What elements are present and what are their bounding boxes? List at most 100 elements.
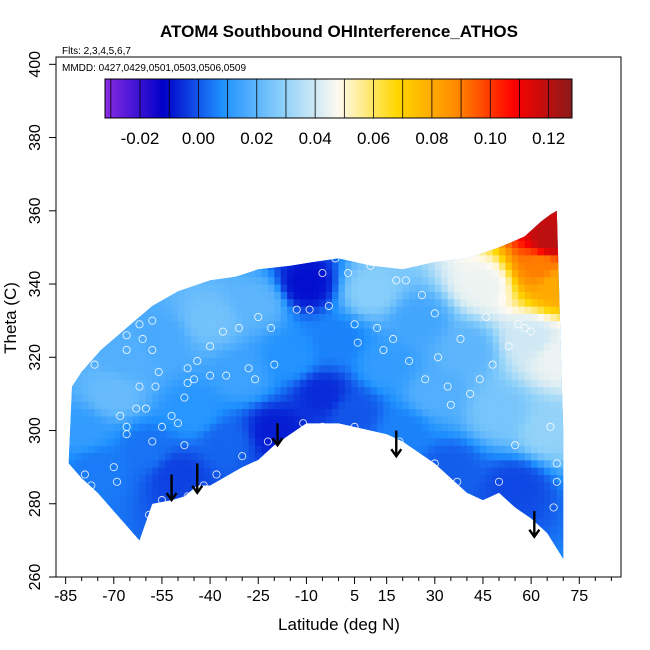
heatmap-cell bbox=[242, 562, 249, 570]
heatmap-cell bbox=[454, 371, 462, 380]
heatmap-cell bbox=[88, 320, 96, 329]
heatmap-cell bbox=[344, 393, 352, 402]
heatmap-cell bbox=[434, 291, 442, 300]
heatmap-cell bbox=[492, 364, 500, 373]
heatmap-cell bbox=[133, 298, 141, 307]
heatmap-cell bbox=[389, 291, 397, 300]
heatmap-cell bbox=[287, 371, 295, 380]
heatmap-cell bbox=[479, 401, 487, 410]
heatmap-cell bbox=[466, 452, 474, 461]
heatmap-cell bbox=[454, 210, 462, 219]
heatmap-cell bbox=[100, 284, 108, 292]
heatmap-cell bbox=[293, 210, 301, 219]
heatmap-cell bbox=[415, 320, 423, 329]
heatmap-cell bbox=[107, 364, 115, 373]
heatmap-cell bbox=[177, 481, 186, 490]
heatmap-cell bbox=[486, 225, 494, 234]
heatmap-cell bbox=[492, 269, 500, 278]
heatmap-cell bbox=[177, 401, 186, 410]
heatmap-cell bbox=[466, 430, 474, 439]
heatmap-cell bbox=[421, 452, 429, 461]
heatmap-cell bbox=[319, 533, 327, 541]
heatmap-cell bbox=[113, 357, 121, 366]
heatmap-cell bbox=[248, 401, 256, 410]
heatmap-cell bbox=[428, 474, 436, 483]
heatmap-cell bbox=[255, 210, 263, 219]
sample-point bbox=[244, 364, 253, 373]
heatmap-cell bbox=[389, 210, 397, 212]
heatmap-cell bbox=[203, 489, 211, 498]
heatmap-cell bbox=[152, 555, 160, 559]
heatmap-cell bbox=[428, 371, 436, 380]
heatmap-cell bbox=[126, 415, 134, 424]
heatmap-cell bbox=[255, 423, 263, 432]
heatmap-cell bbox=[466, 364, 474, 373]
heatmap-cell bbox=[287, 379, 295, 388]
heatmap-cell bbox=[81, 291, 89, 300]
heatmap-cell bbox=[68, 269, 70, 278]
heatmap-cell bbox=[280, 320, 288, 329]
heatmap-cell bbox=[68, 313, 70, 322]
heatmap-cell bbox=[184, 533, 192, 541]
heatmap-cell bbox=[351, 364, 359, 373]
heatmap-cell bbox=[139, 247, 147, 256]
sample-point bbox=[456, 334, 465, 344]
heatmap-cell bbox=[293, 379, 301, 388]
heatmap-cell bbox=[171, 474, 179, 483]
heatmap-cell bbox=[518, 525, 526, 534]
heatmap-cell bbox=[396, 489, 404, 498]
heatmap-cell bbox=[287, 430, 295, 439]
heatmap-cell bbox=[364, 518, 372, 527]
heatmap-cell bbox=[222, 357, 230, 366]
heatmap-cell bbox=[261, 240, 269, 249]
heatmap-cell bbox=[351, 408, 359, 417]
heatmap-cell bbox=[370, 269, 378, 278]
heatmap-cell bbox=[486, 511, 494, 519]
heatmap-cell bbox=[344, 445, 352, 454]
heatmap-cell bbox=[466, 540, 474, 549]
heatmap-cell bbox=[75, 379, 83, 388]
heatmap-cell bbox=[274, 284, 282, 292]
heatmap-cell bbox=[524, 386, 532, 395]
heatmap-cell bbox=[94, 393, 102, 402]
heatmap-cell bbox=[421, 298, 429, 307]
heatmap-cell bbox=[499, 423, 507, 432]
heatmap-cell bbox=[75, 254, 83, 263]
heatmap-cell bbox=[280, 481, 288, 490]
heatmap-cell bbox=[120, 342, 128, 351]
heatmap-cell bbox=[222, 386, 230, 395]
heatmap-cell bbox=[184, 320, 192, 329]
heatmap-cell bbox=[120, 284, 128, 292]
heatmap-cell bbox=[460, 555, 468, 559]
heatmap-cell bbox=[68, 313, 76, 322]
heatmap-cell bbox=[145, 393, 153, 402]
heatmap-cell bbox=[113, 511, 121, 519]
heatmap-cell bbox=[88, 254, 96, 263]
heatmap-cell bbox=[75, 437, 83, 446]
heatmap-cell bbox=[377, 284, 385, 292]
heatmap-cell bbox=[531, 474, 539, 483]
heatmap-cell bbox=[248, 452, 256, 461]
heatmap-cell bbox=[325, 459, 333, 468]
heatmap-cell bbox=[389, 555, 397, 559]
heatmap-cell bbox=[332, 335, 340, 344]
heatmap-cell bbox=[107, 276, 115, 285]
heatmap-cell bbox=[210, 262, 218, 270]
heatmap-cell bbox=[454, 496, 462, 505]
heatmap-cell bbox=[217, 562, 224, 570]
heatmap-cell bbox=[434, 415, 442, 424]
colorbar-segment bbox=[245, 79, 249, 118]
heatmap-cell bbox=[242, 342, 250, 351]
heatmap-cell bbox=[473, 525, 481, 534]
colorbar-segment bbox=[452, 79, 456, 118]
heatmap-cell bbox=[267, 511, 275, 519]
heatmap-cell bbox=[197, 533, 205, 541]
heatmap-cell bbox=[177, 232, 186, 241]
heatmap-cell bbox=[280, 423, 288, 432]
heatmap-cell bbox=[434, 240, 442, 249]
heatmap-cell bbox=[351, 474, 359, 483]
heatmap-cell bbox=[171, 349, 179, 358]
heatmap-cell bbox=[511, 452, 519, 461]
heatmap-cell bbox=[165, 489, 173, 498]
heatmap-cell bbox=[75, 445, 83, 454]
